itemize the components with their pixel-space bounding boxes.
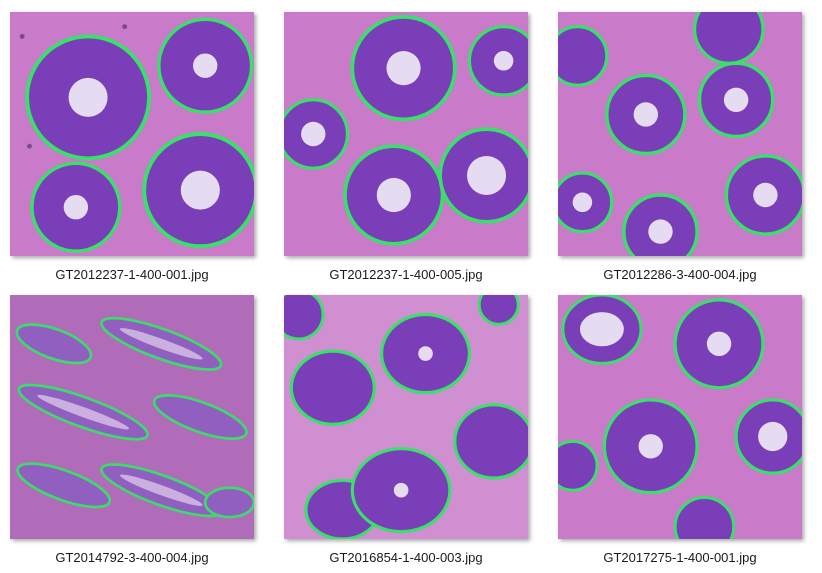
gallery-item[interactable]: GT2016854-1-400-003.jpg <box>284 295 528 573</box>
histology-image-icon[interactable] <box>10 12 254 256</box>
histology-image-icon[interactable] <box>284 12 528 256</box>
histology-image-icon[interactable] <box>10 295 254 539</box>
gallery-item-filename[interactable]: GT2017275-1-400-001.jpg <box>603 550 757 565</box>
gallery-item-filename[interactable]: GT2016854-1-400-003.jpg <box>329 550 483 565</box>
gallery-item[interactable]: GT2012286-3-400-004.jpg <box>558 12 802 290</box>
gallery-item-filename[interactable]: GT2012286-3-400-004.jpg <box>603 267 757 282</box>
histology-image-icon[interactable] <box>558 295 802 539</box>
gallery-item-filename[interactable]: GT2012237-1-400-001.jpg <box>55 267 209 282</box>
histology-image-icon[interactable] <box>284 295 528 539</box>
gallery-item[interactable]: GT2017275-1-400-001.jpg <box>558 295 802 573</box>
gallery-item-filename[interactable]: GT2012237-1-400-005.jpg <box>329 267 483 282</box>
gallery-item[interactable]: GT2012237-1-400-001.jpg <box>10 12 254 290</box>
gallery-item[interactable]: GT2014792-3-400-004.jpg <box>10 295 254 573</box>
gallery-item[interactable]: GT2012237-1-400-005.jpg <box>284 12 528 290</box>
gallery-item-filename[interactable]: GT2014792-3-400-004.jpg <box>55 550 209 565</box>
histology-image-icon[interactable] <box>558 12 802 256</box>
